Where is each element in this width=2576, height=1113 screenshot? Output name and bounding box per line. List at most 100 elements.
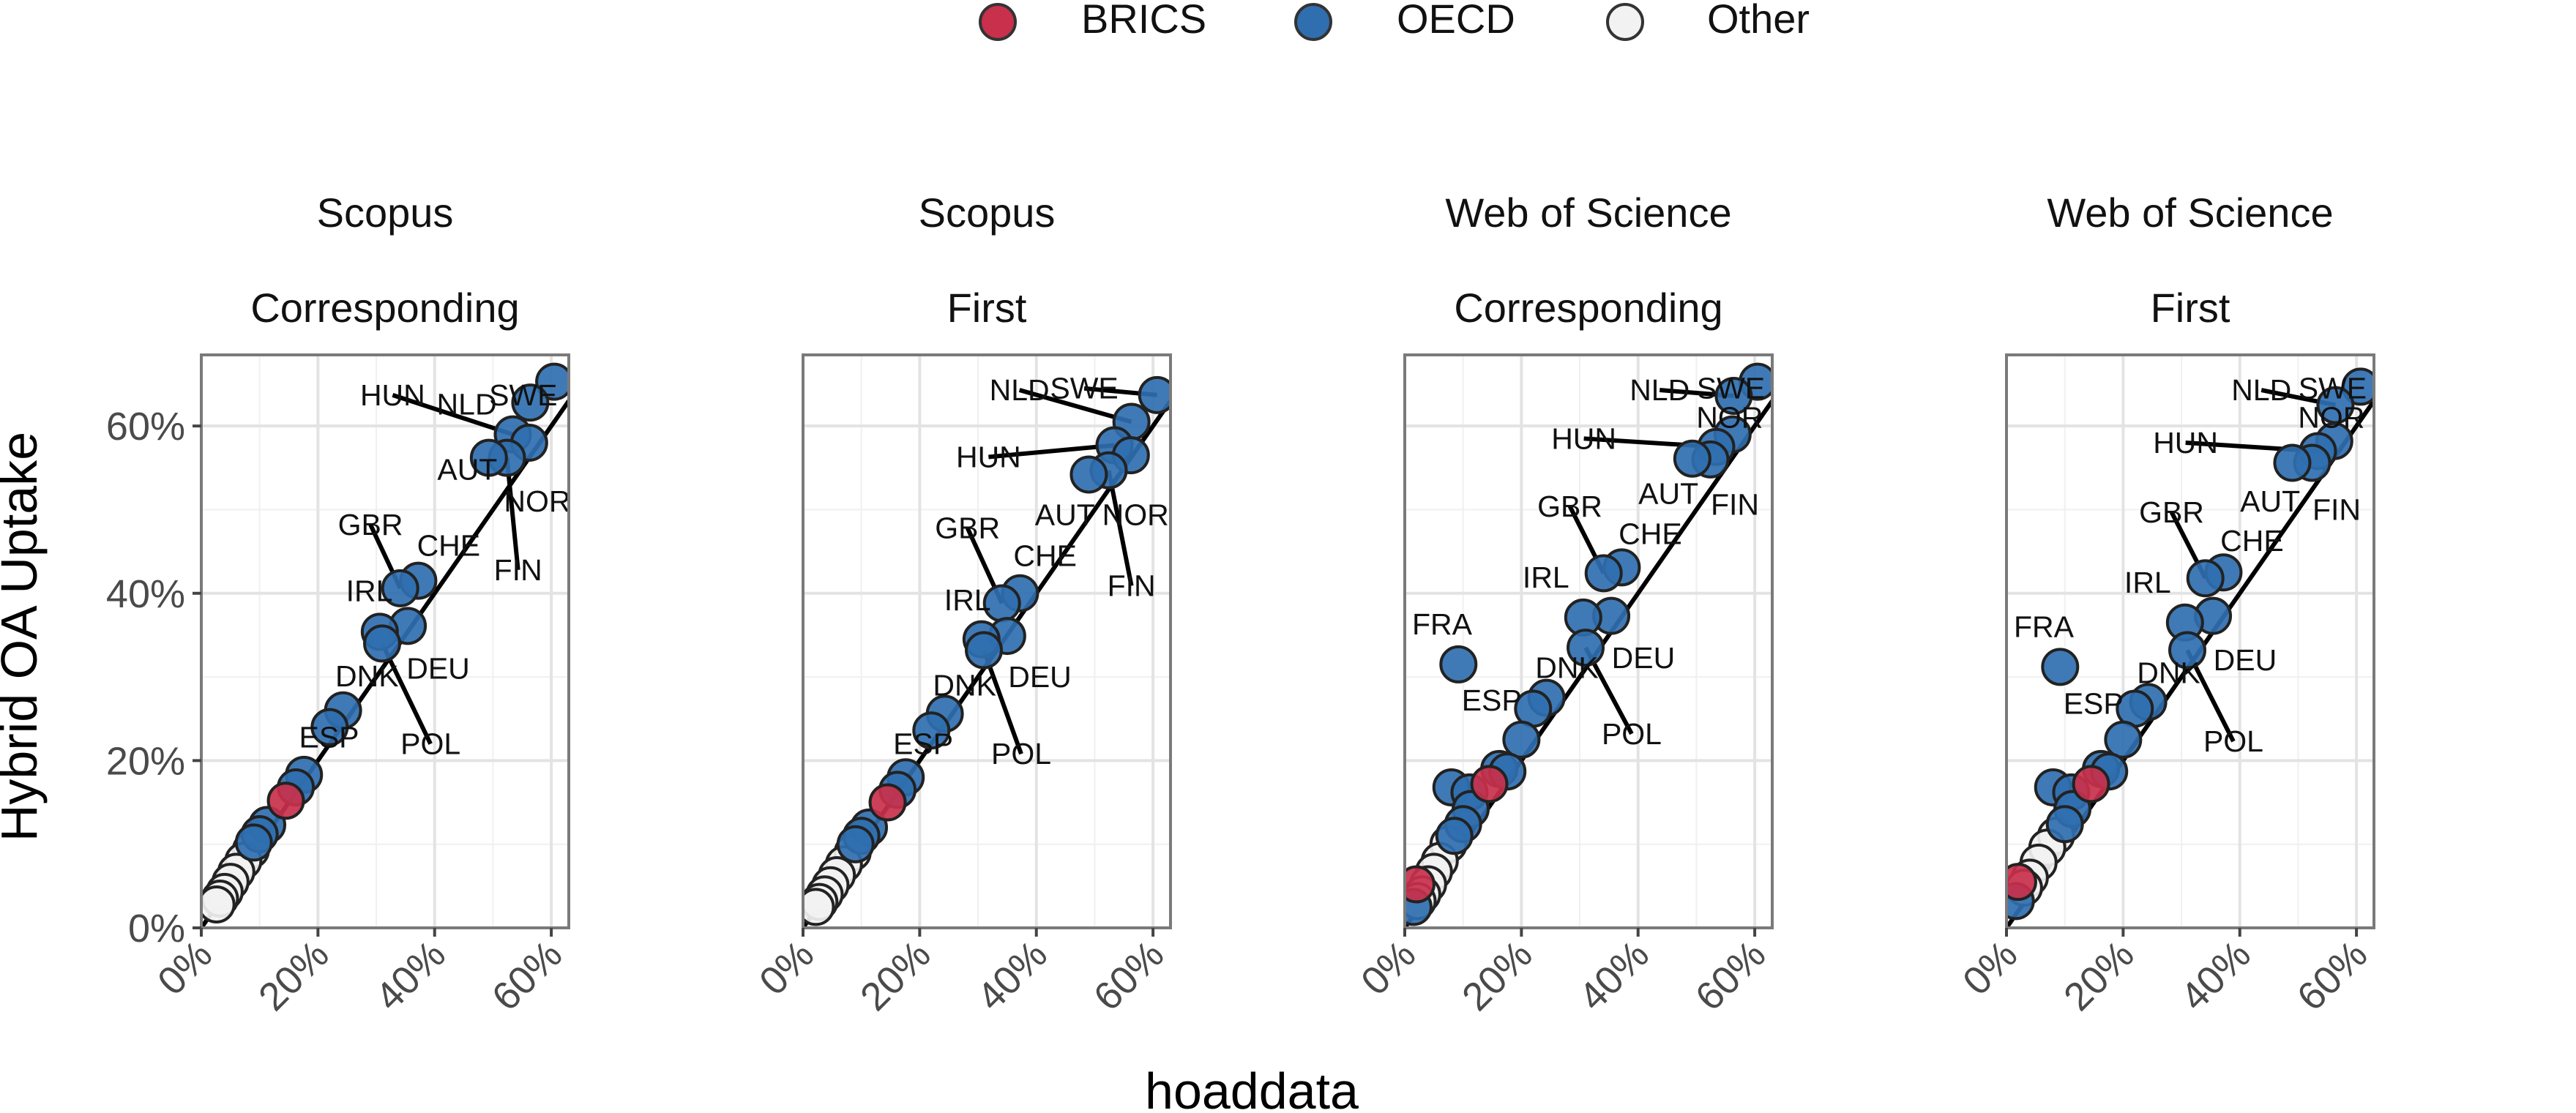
legend-item-other: Other bbox=[1606, 0, 1810, 42]
y-tick-label: 40% bbox=[106, 572, 185, 616]
data-point-oecd bbox=[2273, 443, 2312, 482]
legend-item-oecd: OECD bbox=[1294, 0, 1515, 42]
data-point-oecd bbox=[1584, 554, 1623, 593]
data-point-oecd bbox=[912, 711, 951, 750]
data-point-oecd bbox=[1714, 377, 1753, 416]
country-label: HUN bbox=[956, 440, 1021, 473]
country-label: IRL bbox=[944, 583, 991, 617]
data-point-oecd bbox=[2104, 720, 2143, 759]
y-axis-title: Hybrid OA Uptake bbox=[0, 432, 48, 842]
country-label: CHE bbox=[1619, 517, 1682, 551]
country-label: AUT bbox=[437, 453, 497, 487]
country-label: DNK bbox=[2137, 656, 2200, 689]
label-leader-line bbox=[1018, 388, 1132, 424]
data-point-oecd bbox=[1439, 645, 1478, 683]
country-label: SWE bbox=[489, 378, 557, 412]
data-point-brics bbox=[868, 783, 907, 822]
legend-swatch-brics bbox=[979, 3, 1017, 41]
country-label: ESP bbox=[1462, 683, 1522, 717]
country-label: FIN bbox=[2312, 492, 2361, 526]
legend-label-other: Other bbox=[1707, 0, 1810, 42]
legend-label-brics: BRICS bbox=[1081, 0, 1206, 42]
facet-title-line1: Web of Science bbox=[1445, 190, 1731, 236]
data-point-brics bbox=[266, 782, 305, 820]
country-label: NLD bbox=[990, 373, 1050, 407]
country-label: NOR bbox=[1696, 401, 1763, 435]
country-label: GBR bbox=[1537, 490, 1602, 523]
country-label: HUN bbox=[1551, 421, 1616, 455]
panel-border bbox=[200, 353, 570, 929]
y-tick-label: 20% bbox=[106, 739, 185, 783]
country-label: DEU bbox=[1008, 660, 1072, 694]
data-point-oecd bbox=[469, 438, 508, 477]
y-tick-label: 0% bbox=[128, 907, 185, 951]
country-label: ESP bbox=[2064, 687, 2124, 721]
data-point-oecd bbox=[511, 383, 550, 422]
data-point-oecd bbox=[381, 569, 419, 607]
country-label: POL bbox=[1602, 717, 1662, 751]
facet-title-line1: Scopus bbox=[919, 190, 1056, 236]
country-label: CHE bbox=[417, 529, 481, 563]
data-point-oecd bbox=[2168, 631, 2207, 670]
plot-area: NLD SWE HUN AUT NOR FIN GBR CHE IRL DEU DNK POL ESP bbox=[803, 372, 1171, 928]
country-label: FRA bbox=[2014, 610, 2075, 643]
country-label: DEU bbox=[406, 652, 470, 686]
data-point-oecd bbox=[1069, 455, 1108, 494]
country-label: AUT bbox=[1638, 477, 1698, 511]
country-label: HUN bbox=[2153, 426, 2218, 460]
data-point-other bbox=[201, 885, 236, 923]
data-point-brics bbox=[2006, 863, 2037, 902]
panel-border bbox=[1403, 353, 1774, 929]
data-point-oecd bbox=[234, 823, 273, 862]
country-label: FIN bbox=[1108, 569, 1156, 602]
facet-title-line2: Corresponding bbox=[1454, 285, 1722, 331]
country-label: POL bbox=[991, 737, 1051, 771]
data-point-oecd bbox=[1138, 375, 1171, 414]
panel-border bbox=[2005, 353, 2375, 929]
facet-scopus-first: Scopus First NLD SWE HUN AUT NOR FIN GBR CHE IRL DE… bbox=[751, 190, 1173, 1019]
country-label: NOR bbox=[2298, 401, 2364, 435]
country-label: IRL bbox=[1523, 561, 1569, 594]
data-point-brics bbox=[1405, 865, 1436, 904]
country-label: FIN bbox=[494, 553, 542, 587]
country-label: SWE bbox=[1050, 372, 1118, 405]
facet-title-line2: First bbox=[2151, 285, 2230, 331]
data-point-oecd bbox=[2045, 805, 2084, 844]
country-label: ESP bbox=[893, 727, 953, 761]
country-label: DNK bbox=[933, 669, 996, 702]
country-label: NOR bbox=[1102, 498, 1169, 531]
data-point-oecd bbox=[1435, 817, 1474, 855]
data-point-brics bbox=[1470, 765, 1509, 803]
country-label: DEU bbox=[2214, 643, 2277, 677]
country-label: CHE bbox=[2220, 524, 2284, 558]
country-label: GBR bbox=[338, 508, 403, 541]
country-label: NLD bbox=[2231, 373, 2291, 407]
country-label: DNK bbox=[335, 659, 399, 693]
country-label: POL bbox=[400, 727, 460, 761]
data-point-oecd bbox=[965, 631, 1004, 670]
country-label: HUN bbox=[360, 378, 425, 412]
country-label: DEU bbox=[1612, 641, 1676, 675]
country-label: AUT bbox=[1035, 498, 1095, 531]
data-point-oecd bbox=[363, 624, 402, 663]
x-axis-title: hoaddata bbox=[1145, 1063, 1359, 1113]
legend-label-oecd: OECD bbox=[1397, 0, 1515, 42]
country-label: FIN bbox=[1711, 488, 1759, 522]
country-label: DNK bbox=[1535, 651, 1599, 685]
country-label: NLD bbox=[1629, 373, 1690, 407]
country-label: SWE bbox=[2299, 372, 2367, 405]
data-point-oecd bbox=[836, 825, 875, 863]
legend-swatch-other bbox=[1606, 3, 1644, 41]
data-point-other bbox=[803, 888, 835, 926]
country-label: GBR bbox=[2139, 495, 2204, 529]
label-leader-line bbox=[988, 443, 1115, 460]
country-label: NOR bbox=[504, 484, 570, 518]
data-point-oecd bbox=[1673, 439, 1711, 478]
data-point-oecd bbox=[1502, 720, 1541, 759]
